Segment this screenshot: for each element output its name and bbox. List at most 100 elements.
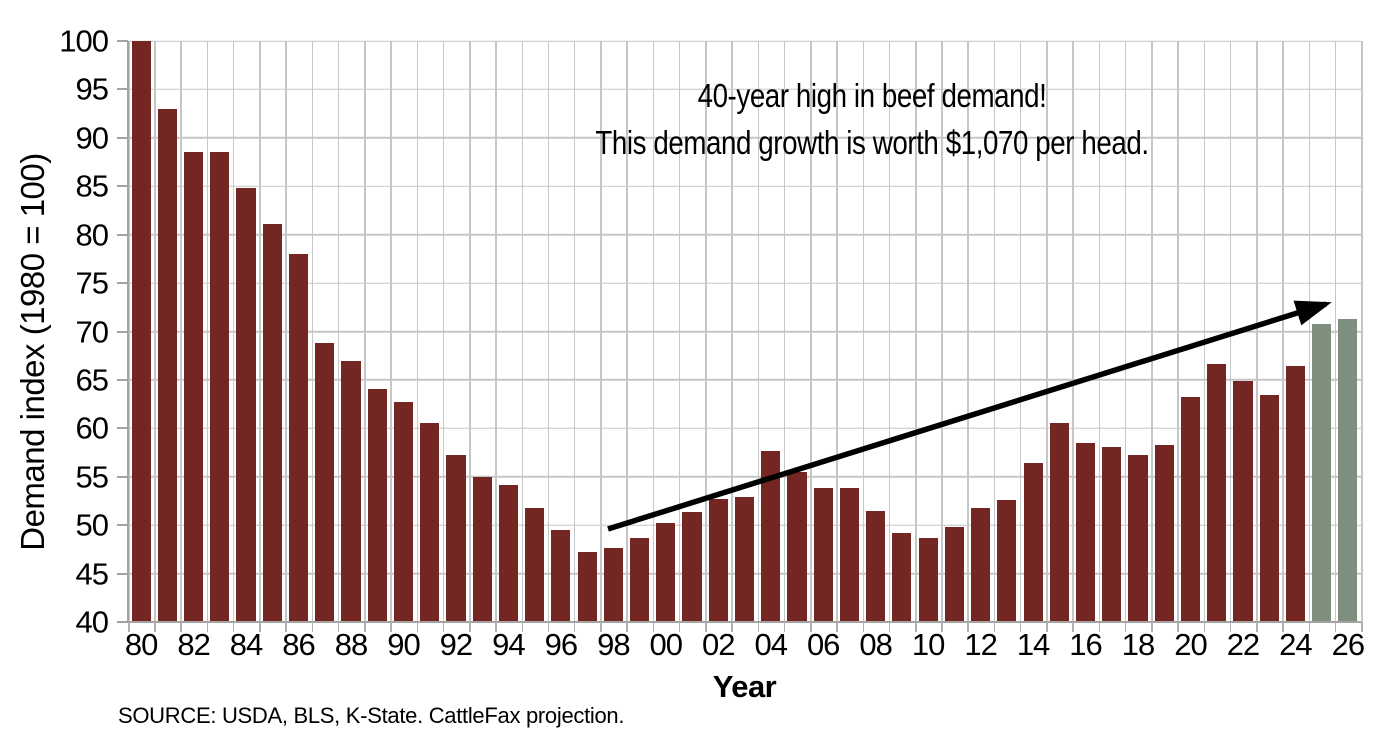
- x-tick-mark: [862, 622, 865, 632]
- x-tick-mark: [783, 622, 786, 632]
- bar-slot-2000: [653, 41, 679, 622]
- bar-1982: [184, 152, 204, 622]
- gridline-v: [154, 41, 156, 622]
- y-tick-mark-100: [117, 40, 128, 42]
- gridline-v: [416, 41, 419, 622]
- bar-2005: [787, 471, 807, 622]
- x-tick-mark: [547, 622, 550, 632]
- x-tick-mark: [154, 622, 156, 632]
- x-tick-label-88: 88: [334, 627, 368, 662]
- bar-2024: [1285, 366, 1305, 622]
- bar-1986: [288, 254, 309, 622]
- x-tick-mark: [206, 622, 209, 632]
- bar-1992: [446, 455, 466, 622]
- gridline-v: [573, 41, 576, 622]
- bar-2007: [839, 488, 860, 622]
- bar-1989: [367, 388, 387, 622]
- bar-slot-1988: [338, 41, 364, 622]
- bar-slot-2026: [1335, 41, 1361, 622]
- annotation: 40-year high in beef demand! This demand…: [595, 72, 1149, 166]
- bar-slot-2024: [1282, 41, 1308, 622]
- bar-1996: [551, 530, 571, 622]
- bar-2013: [997, 500, 1017, 622]
- y-tick-label-70: 70: [75, 314, 109, 349]
- x-tick-mark: [495, 622, 497, 632]
- x-tick-mark: [915, 622, 917, 632]
- x-tick-label-00: 00: [649, 627, 683, 662]
- bar-2012: [971, 507, 991, 622]
- x-tick-mark: [1361, 622, 1363, 632]
- bar-slot-2019: [1151, 41, 1177, 622]
- y-axis-tick-labels: 100 95 90 85 80 75 70 65 60 55 50 45 40: [0, 26, 112, 638]
- bar-2010: [918, 537, 938, 622]
- bar-slot-2011: [941, 41, 967, 622]
- x-tick-mark: [285, 622, 287, 632]
- bar-slot-1996: [548, 41, 574, 622]
- x-tick-mark: [600, 622, 602, 632]
- bar-2014: [1023, 463, 1043, 622]
- y-tick-label-60: 60: [75, 410, 109, 446]
- y-tick-mark-55: [117, 475, 128, 478]
- bar-slot-2009: [889, 41, 915, 622]
- y-tick-mark-95: [117, 88, 128, 91]
- gridline-v: [259, 41, 261, 622]
- x-tick-mark: [1098, 622, 1101, 632]
- gridline-v: [600, 41, 602, 622]
- gridline-v: [521, 41, 523, 622]
- bar-slot-1998: [600, 41, 626, 622]
- bar-2011: [944, 527, 964, 622]
- x-tick-mark: [180, 622, 182, 632]
- bar-slot-1994: [495, 41, 521, 622]
- x-tick-mark: [128, 622, 130, 632]
- gridline-v: [469, 41, 471, 622]
- bar-2023: [1259, 395, 1279, 622]
- x-tick-mark: [390, 622, 392, 632]
- bar-slot-1991: [417, 41, 443, 622]
- bars-layer: [128, 41, 1361, 622]
- x-tick-mark: [941, 622, 943, 632]
- y-tick-mark-45: [117, 572, 128, 575]
- x-tick-mark: [1124, 622, 1127, 632]
- x-tick-mark: [311, 622, 314, 632]
- y-tick-label-65: 65: [75, 362, 109, 398]
- gridline-h-75: [128, 282, 1361, 284]
- x-tick-mark: [337, 622, 340, 632]
- x-tick-label-22: 22: [1226, 627, 1260, 662]
- bar-slot-1986: [285, 41, 311, 622]
- gridline-h-100: [128, 40, 1361, 42]
- bar-2022: [1233, 380, 1253, 622]
- bar-slot-2012: [968, 41, 994, 622]
- x-tick-mark: [1203, 622, 1206, 632]
- x-tick-mark: [259, 622, 261, 632]
- x-tick-mark: [810, 622, 812, 632]
- y-axis-line: [127, 41, 129, 622]
- bar-1994: [498, 485, 518, 622]
- x-tick-label-98: 98: [597, 627, 630, 662]
- y-tick-label-95: 95: [75, 71, 109, 107]
- y-tick-label-50: 50: [75, 507, 109, 543]
- y-tick-label-90: 90: [75, 120, 109, 156]
- x-tick-mark: [1256, 622, 1258, 632]
- y-tick-mark-50: [117, 524, 128, 527]
- x-tick-label-26: 26: [1331, 627, 1365, 662]
- x-tick-mark: [757, 622, 760, 632]
- bar-1993: [472, 476, 492, 622]
- gridline-v: [364, 41, 366, 622]
- y-tick-label-75: 75: [75, 265, 109, 301]
- x-tick-label-14: 14: [1016, 627, 1050, 662]
- y-tick-mark-90: [117, 136, 128, 139]
- y-tick-mark-70: [117, 330, 128, 333]
- y-tick-mark-80: [117, 233, 128, 236]
- annotation-line-2: This demand growth is worth $1,070 per h…: [595, 124, 1149, 161]
- x-tick-mark: [442, 622, 445, 632]
- bar-2003: [734, 497, 755, 622]
- x-tick-label-94: 94: [492, 627, 525, 662]
- bar-2017: [1102, 446, 1122, 622]
- bar-slot-2023: [1256, 41, 1282, 622]
- x-tick-mark: [232, 622, 235, 632]
- bar-slot-2022: [1230, 41, 1256, 622]
- y-tick-label-40: 40: [75, 604, 109, 640]
- x-tick-mark: [469, 622, 471, 632]
- bar-2020: [1180, 397, 1201, 622]
- y-tick-mark-40: [117, 621, 128, 623]
